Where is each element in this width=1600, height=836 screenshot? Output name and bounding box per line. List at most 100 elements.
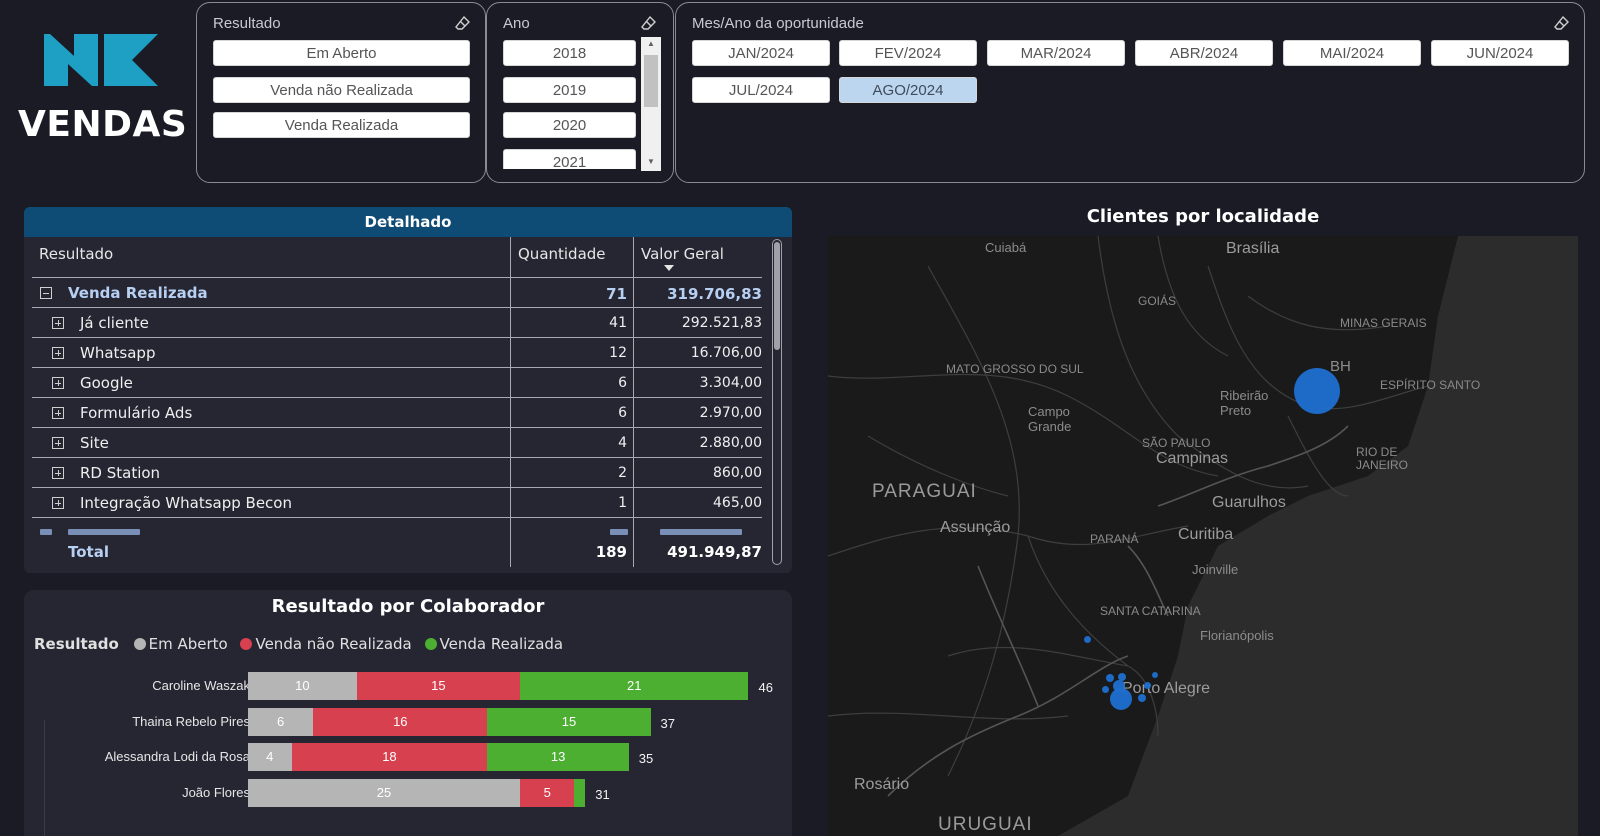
map-bubble[interactable] [1144,682,1151,689]
table-row[interactable]: Já cliente 41 292.521,83 [32,308,762,338]
bar-total-label: 46 [758,680,773,695]
slicer-option-mar-2024[interactable]: MAR/2024 [987,40,1125,66]
bar-segment[interactable]: 16 [313,707,488,736]
bar-segment[interactable]: 25 [248,778,520,807]
table-scrollbar[interactable] [772,239,782,565]
slicer-option-fev-2024[interactable]: FEV/2024 [839,40,977,66]
legend-item-venda-nao-realizada[interactable]: Venda não Realizada [240,635,412,653]
row-value: 292.521,83 [681,315,762,331]
row-qty: 71 [606,285,627,303]
col-header-quantidade[interactable]: Quantidade [518,245,606,263]
expand-icon[interactable] [52,377,64,389]
scroll-thumb[interactable] [644,55,658,107]
row-qty: 1 [618,495,627,511]
expand-icon[interactable] [52,317,64,329]
table-row-group[interactable]: Venda Realizada 71 319.706,83 [32,278,762,308]
bar-segment[interactable]: 10 [248,672,357,700]
chart-legend: Resultado Em Aberto Venda não Realizada … [34,635,571,653]
table-row[interactable]: Integração Whatsapp Becon 1 465,00 [32,488,762,518]
eraser-icon[interactable] [641,15,657,31]
row-label: RD Station [80,464,161,482]
slicer-option-ago-2024[interactable]: AGO/2024 [839,77,977,103]
map-label-joinville: Joinville [1192,562,1239,577]
map-bubble[interactable] [1152,672,1158,678]
table-row[interactable]: Site 4 2.880,00 [32,428,762,458]
map-bubble[interactable] [1113,680,1125,692]
bar-segment[interactable]: 15 [356,672,520,700]
map-label-campinas: Campinas [1156,450,1229,467]
bar-row[interactable]: Alessandra Lodi da Rosa 4 18 13 35 [24,743,792,771]
bar-segment[interactable]: 6 [248,707,314,736]
row-value: 860,00 [713,465,762,481]
table-row-partial [32,523,762,535]
legend-dot-icon [240,638,253,650]
map-bubble[interactable] [1102,686,1109,693]
row-label: Já cliente [80,314,149,332]
bar-segment[interactable] [574,778,586,807]
sort-desc-icon [664,265,674,271]
bar-segment[interactable]: 13 [487,743,629,771]
bar-segment[interactable]: 21 [520,672,749,700]
row-label: Formulário Ads [80,404,193,422]
clientes-map[interactable]: Cuiabá Brasília GOIÁS MINAS GERAIS MATO … [828,236,1578,836]
expand-icon[interactable] [52,347,64,359]
map-label-parana: PARANÁ [1090,532,1139,546]
map-bubble[interactable] [1138,694,1146,702]
map-label-cuiaba: Cuiabá [985,240,1027,255]
expand-icon[interactable] [52,437,64,449]
expand-icon[interactable] [52,467,64,479]
map-label-uruguai: URUGUAI [938,814,1033,835]
slicer-option-2021[interactable]: 2021 [503,149,636,169]
map-bubble[interactable] [1106,674,1114,682]
slicer-option-venda-nao-realizada[interactable]: Venda não Realizada [213,77,470,103]
slicer-option-2019[interactable]: 2019 [503,77,636,103]
slicer-option-jan-2024[interactable]: JAN/2024 [692,40,830,66]
slicer-option-2018[interactable]: 2018 [503,40,636,66]
bar-category-label: Alessandra Lodi da Rosa [104,749,250,764]
map-bubble[interactable] [1118,673,1126,681]
row-value: 16.706,00 [690,345,762,361]
map-label-sc: SANTA CATARINA [1100,604,1201,618]
slicer-scrollbar[interactable]: ▲ ▼ [641,37,661,171]
slicer-option-2020[interactable]: 2020 [503,112,636,138]
bar-row[interactable]: João Flores 25 5 31 [24,778,792,807]
slicer-option-venda-realizada[interactable]: Venda Realizada [213,112,470,138]
map-label-ms: MATO GROSSO DO SUL [946,362,1084,376]
bar-segment[interactable]: 15 [487,707,651,736]
slicer-option-mai-2024[interactable]: MAI/2024 [1283,40,1421,66]
map-bubble-poa[interactable] [1110,688,1132,710]
table-scroll-thumb[interactable] [774,242,780,350]
slicer-option-jun-2024[interactable]: JUN/2024 [1431,40,1569,66]
table-row[interactable]: Google 6 3.304,00 [32,368,762,398]
eraser-icon[interactable] [1554,15,1570,31]
slicer-option-abr-2024[interactable]: ABR/2024 [1135,40,1273,66]
legend-item-venda-realizada[interactable]: Venda Realizada [424,635,563,653]
detalhado-table: Detalhado Resultado Quantidade Valor Ger… [24,207,792,573]
row-label: Site [80,434,109,452]
legend-item-em-aberto[interactable]: Em Aberto [133,635,228,653]
map-bubble-bh[interactable] [1294,368,1340,414]
map-background [828,236,1578,836]
bar-segment[interactable]: 18 [291,743,488,771]
scroll-down-icon[interactable]: ▼ [647,157,655,166]
bar-segment[interactable]: 5 [520,778,575,807]
slicer-option-em-aberto[interactable]: Em Aberto [213,40,470,66]
scroll-up-icon[interactable]: ▲ [647,39,655,48]
table-row[interactable]: RD Station 2 860,00 [32,458,762,488]
col-header-resultado[interactable]: Resultado [39,245,114,263]
bar-row[interactable]: Thaina Rebelo Pires 6 16 15 37 [24,707,792,736]
bar-category-label: Caroline Waszak [152,678,250,693]
slicer-option-jul-2024[interactable]: JUL/2024 [692,77,830,103]
col-header-valor-geral[interactable]: Valor Geral [641,245,724,263]
eraser-icon[interactable] [455,15,471,31]
expand-icon[interactable] [52,497,64,509]
map-bubble[interactable] [1084,636,1091,643]
table-row[interactable]: Whatsapp 12 16.706,00 [32,338,762,368]
bar-segment[interactable]: 4 [248,743,292,771]
table-row[interactable]: Formulário Ads 6 2.970,00 [32,398,762,428]
row-qty: 6 [618,405,627,421]
map-label-guarulhos: Guarulhos [1212,494,1286,511]
collapse-icon[interactable] [40,287,52,299]
bar-row[interactable]: Caroline Waszak 10 15 21 46 [24,672,792,700]
expand-icon[interactable] [52,407,64,419]
